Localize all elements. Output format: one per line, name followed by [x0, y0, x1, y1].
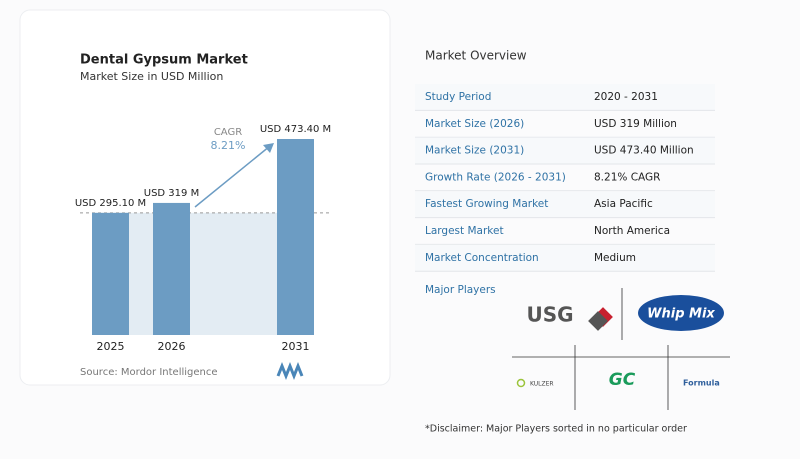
players-title: Major Players	[425, 284, 496, 296]
x-tick-label: 2025	[97, 340, 125, 353]
disclaimer: *Disclaimer: Major Players sorted in no …	[425, 424, 687, 435]
row-label: Growth Rate (2026 - 2031)	[425, 171, 566, 183]
player-logo: Whip Mix	[647, 307, 715, 322]
chart-title: Dental Gypsum Market	[80, 53, 248, 68]
logo-mark	[276, 361, 304, 381]
row-label: Market Concentration	[425, 252, 539, 264]
player-logo: USG	[526, 303, 573, 327]
row-label: Market Size (2026)	[425, 118, 524, 130]
bar	[277, 139, 314, 335]
value-label: USD 295.10 M	[75, 198, 146, 209]
row-value: 8.21% CAGR	[594, 171, 660, 183]
chart-subtitle: Market Size in USD Million	[80, 70, 223, 83]
row-value: 2020 - 2031	[594, 91, 658, 103]
row-bg	[415, 191, 715, 218]
player-logo: GC	[609, 370, 636, 390]
row-bg	[415, 244, 715, 272]
row-value: USD 473.40 Million	[594, 145, 694, 157]
row-value: Medium	[594, 252, 636, 264]
row-bg	[415, 137, 715, 165]
player-logo: KULZER	[530, 381, 554, 388]
row-value: North America	[594, 225, 670, 237]
value-label: USD 319 M	[144, 188, 199, 199]
player-logo: Formula	[683, 379, 720, 388]
whipmix-badge	[638, 295, 724, 331]
cagr-value: 8.21%	[211, 139, 246, 152]
row-label: Fastest Growing Market	[425, 198, 548, 210]
row-value: Asia Pacific	[594, 198, 653, 210]
row-label: Largest Market	[425, 225, 504, 237]
row-bg	[415, 84, 715, 111]
value-label: USD 473.40 M	[260, 124, 331, 135]
source: Source: Mordor Intelligence	[80, 367, 218, 378]
x-tick-label: 2026	[158, 340, 186, 353]
overview-title: Market Overview	[425, 49, 527, 63]
row-value: USD 319 Million	[594, 118, 677, 130]
area-band	[129, 212, 277, 335]
usg-icon	[588, 311, 608, 331]
kulzer-icon	[516, 378, 526, 388]
cagr-label: CAGR	[214, 127, 242, 138]
x-tick-label: 2031	[282, 340, 310, 353]
row-label: Study Period	[425, 91, 491, 103]
players-grid	[512, 288, 730, 410]
bar	[153, 202, 190, 335]
cagr-arrow	[194, 145, 271, 208]
cagr-arrowhead	[263, 143, 274, 153]
row-label: Market Size (2031)	[425, 145, 524, 157]
bar	[92, 212, 129, 335]
